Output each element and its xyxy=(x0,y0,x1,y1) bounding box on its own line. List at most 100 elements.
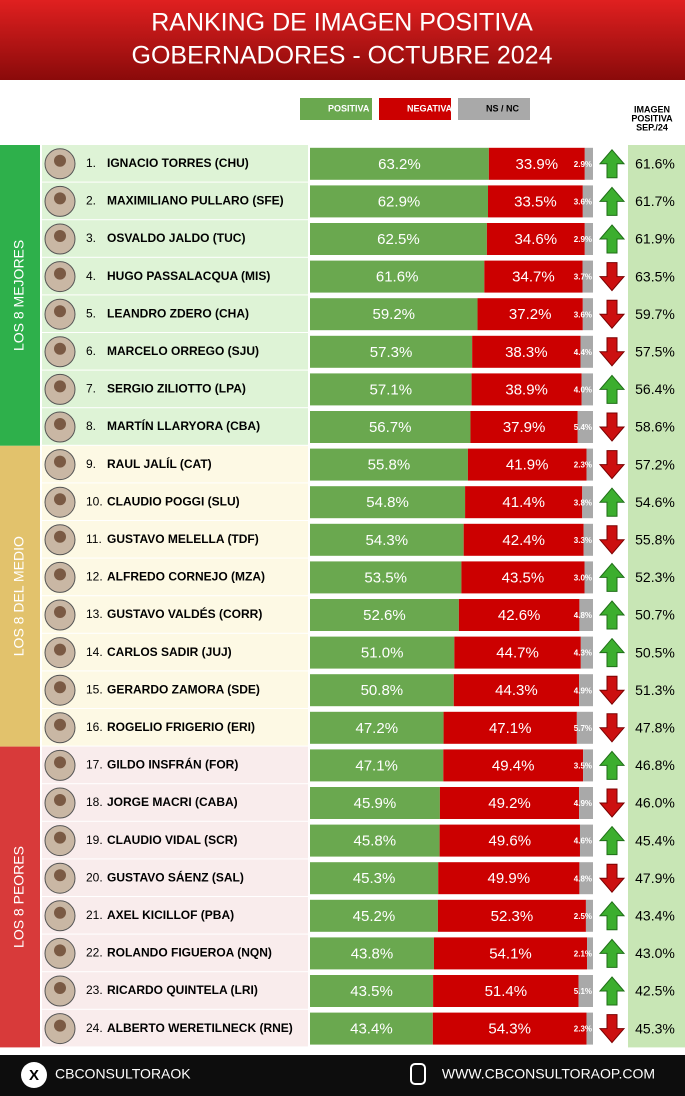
footer-band xyxy=(0,1055,685,1096)
bar-value-label: 3.5% xyxy=(574,762,592,771)
x-icon-glyph: X xyxy=(29,1067,39,1084)
avatar-head xyxy=(54,568,66,581)
trend-arrow xyxy=(598,938,626,968)
bar-segment xyxy=(586,448,593,481)
bar-segment xyxy=(439,787,580,819)
row-background xyxy=(42,972,308,1009)
bar-segment xyxy=(582,486,593,519)
bar-segment xyxy=(443,711,577,744)
rank: 24. xyxy=(86,1021,103,1035)
trend-arrow xyxy=(598,450,626,480)
trend-arrow xyxy=(598,825,626,856)
bar-value-label: 62.5% xyxy=(377,231,420,248)
row-background xyxy=(42,596,308,633)
bar-value-label: 2.3% xyxy=(574,461,592,470)
governor-name: GUSTAVO SÁENZ (SAL) xyxy=(107,869,244,884)
bar-value-label: 54.8% xyxy=(366,494,409,511)
previous-title: IMAGEN xyxy=(634,104,670,114)
governor-name: MAXIMILIANO PULLARO (SFE) xyxy=(107,194,284,208)
avatar-head xyxy=(54,869,66,882)
bar-value-label: 4.4% xyxy=(574,348,592,357)
bar-segment xyxy=(470,411,578,443)
bar-value-label: 63.2% xyxy=(378,156,421,173)
rank: 2. xyxy=(86,194,96,208)
bar-value-label: 52.3% xyxy=(491,908,534,925)
bar-value-label: 49.2% xyxy=(488,795,531,812)
group-label: LOS 8 DEL MEDIO xyxy=(11,536,27,656)
bar-segment xyxy=(579,599,593,631)
bar-segment xyxy=(310,335,473,368)
row-background xyxy=(42,709,308,746)
bar-value-label: 51.0% xyxy=(361,645,404,662)
trend-arrow xyxy=(598,186,626,216)
previous-column xyxy=(628,145,685,1048)
bar-segment xyxy=(582,260,593,293)
bar-value-label: 3.0% xyxy=(574,574,592,583)
bar-segment xyxy=(582,298,593,331)
bar-segment xyxy=(433,937,588,970)
row-background xyxy=(42,746,308,784)
bar-segment xyxy=(587,937,593,970)
row-background xyxy=(42,859,308,896)
bar-segment xyxy=(310,937,434,970)
rank: 12. xyxy=(86,570,103,584)
bar-value-label: 43.8% xyxy=(351,945,394,962)
bar-value-label: 4.3% xyxy=(574,649,592,658)
bar-segment xyxy=(437,899,586,932)
governor-name: CARLOS SADIR (JUJ) xyxy=(107,645,232,659)
bar-segment xyxy=(310,787,440,819)
avatar-head xyxy=(54,418,66,430)
bar-value-label: 5.7% xyxy=(574,724,592,733)
bar-value-label: 45.8% xyxy=(354,833,397,850)
bar-segment xyxy=(310,411,471,443)
avatar-head xyxy=(54,455,66,468)
bar-value-label: 57.3% xyxy=(370,344,413,361)
previous-value: 46.0% xyxy=(635,795,675,811)
avatar-head xyxy=(54,230,66,242)
bar-segment xyxy=(443,749,584,782)
previous-value: 51.3% xyxy=(635,682,675,698)
rank: 8. xyxy=(86,419,96,433)
bar-segment xyxy=(463,523,584,556)
avatar-head xyxy=(54,681,66,694)
bar-value-label: 61.6% xyxy=(376,269,419,286)
legend-swatch xyxy=(379,98,451,120)
bar-segment xyxy=(581,373,593,406)
bar-value-label: 50.8% xyxy=(361,682,404,699)
bar-value-label: 3.7% xyxy=(574,273,592,282)
bar-segment xyxy=(454,636,581,669)
governor-name: RICARDO QUINTELA (LRI) xyxy=(107,983,258,997)
trend-arrow xyxy=(598,863,626,893)
group-band xyxy=(0,145,40,446)
previous-value: 43.4% xyxy=(635,908,675,924)
rank: 3. xyxy=(86,231,96,245)
trend-arrow xyxy=(598,675,626,705)
avatar-head xyxy=(54,342,66,355)
avatar-head xyxy=(54,1019,66,1032)
bar-segment xyxy=(579,787,593,819)
bar-segment xyxy=(582,185,593,218)
x-icon xyxy=(21,1062,47,1088)
bar-value-label: 44.7% xyxy=(496,645,539,662)
rank: 22. xyxy=(86,946,103,960)
group-label: LOS 8 MEJORES xyxy=(11,240,27,351)
bar-segment xyxy=(310,523,464,556)
bar-segment xyxy=(579,824,593,857)
trend-arrow xyxy=(598,901,626,931)
governor-name: IGNACIO TORRES (CHU) xyxy=(107,156,249,170)
previous-title: SEP./24 xyxy=(636,122,668,132)
previous-value: 57.5% xyxy=(635,344,675,360)
trend-arrow xyxy=(598,750,626,780)
bar-segment xyxy=(467,448,587,481)
bar-value-label: 49.4% xyxy=(492,757,535,774)
governor-name: LEANDRO ZDERO (CHA) xyxy=(107,306,249,320)
governor-name: AXEL KICILLOF (PBA) xyxy=(107,908,234,922)
bar-segment xyxy=(310,824,440,857)
avatar-head xyxy=(54,154,66,167)
previous-value: 55.8% xyxy=(635,532,675,548)
row-background xyxy=(42,897,308,934)
bar-segment xyxy=(579,674,593,707)
bar-segment xyxy=(310,260,485,293)
bar-segment xyxy=(310,975,434,1007)
bar-segment xyxy=(461,561,585,594)
